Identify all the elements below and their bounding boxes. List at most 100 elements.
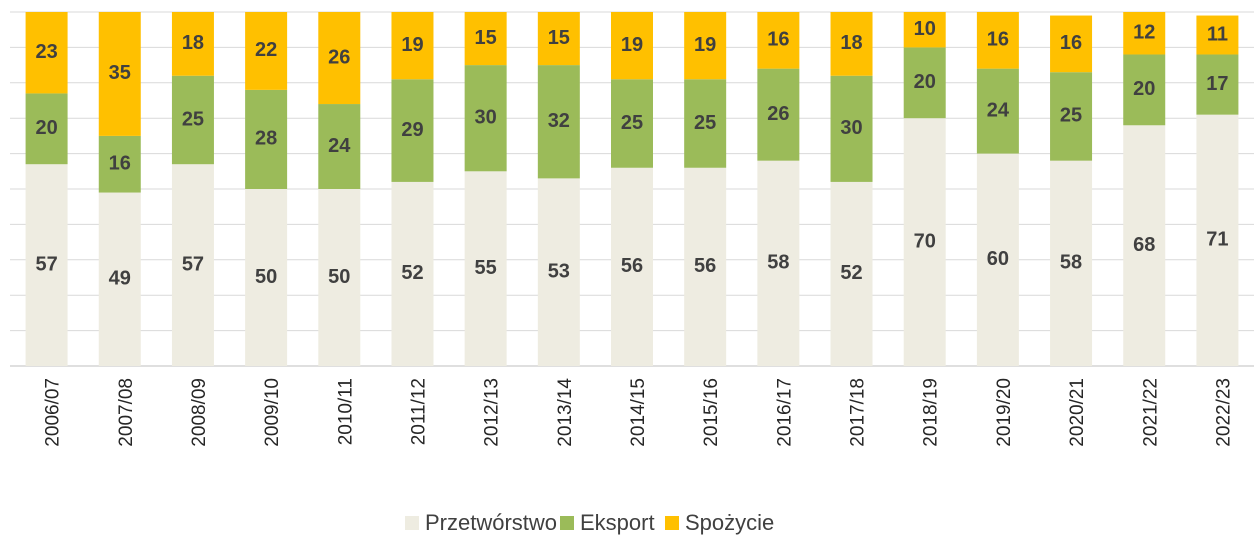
data-label: 19 [401,34,423,56]
bar-segment [98,12,141,136]
data-label: 24 [987,99,1010,121]
bar-segment [830,75,873,182]
bar-segment [464,65,507,172]
bar-segment [1050,72,1093,161]
x-tick-label: 2021/22 [1140,378,1161,447]
data-label: 53 [548,260,570,282]
data-label: 24 [328,135,351,157]
data-label: 60 [987,248,1009,270]
data-label: 25 [182,108,204,130]
bar-segment [25,12,68,94]
data-label: 49 [109,268,131,290]
legend-label: Spożycie [685,510,774,535]
bar-segment [1196,15,1239,55]
bar-segment [684,167,727,366]
data-label: 17 [1206,73,1228,95]
data-label: 22 [255,39,277,61]
bar-segment [245,189,288,366]
bar-segment [611,167,653,366]
x-tick-label: 2008/09 [189,378,210,447]
x-tick-label: 2018/19 [921,378,942,447]
data-label: 56 [694,255,716,277]
data-label: 20 [914,71,936,93]
data-label: 23 [35,41,57,63]
data-label: 20 [1133,78,1155,100]
data-label: 50 [255,266,277,288]
x-tick-label: 2009/10 [262,378,283,447]
data-label: 18 [840,32,862,54]
data-label: 57 [35,253,57,275]
legend-swatch [405,516,419,530]
bar-segment [903,118,946,366]
data-label: 52 [401,262,423,284]
x-tick-label: 2015/16 [701,378,722,447]
data-label: 19 [621,34,643,56]
data-label: 30 [475,106,497,128]
bar-segment [1050,160,1093,366]
bar-segment [1123,12,1166,55]
bar-segment [1123,54,1166,126]
data-label: 16 [109,153,131,175]
data-label: 19 [694,34,716,56]
data-label: 68 [1133,234,1155,256]
bar-segment [1050,15,1093,73]
x-tick-label: 2017/18 [848,378,869,447]
legend-label: Przetwórstwo [425,510,557,535]
data-label: 56 [621,255,643,277]
bar-segment [757,160,800,366]
bar-segment [684,79,727,168]
bar-segment [318,189,361,366]
data-label: 18 [182,32,204,54]
data-label: 15 [475,27,497,49]
data-label: 16 [1060,32,1082,54]
data-label: 70 [914,230,936,252]
data-label: 35 [109,62,131,84]
x-tick-label: 2006/07 [43,378,64,447]
bar-segment [171,75,214,165]
bar-segment [684,12,727,80]
bar-segment [537,178,580,366]
data-label: 16 [767,29,789,51]
bar-segment [537,12,580,66]
bar-segment [318,12,361,105]
x-tick-label: 2011/12 [408,378,429,445]
bar-segment [171,164,214,366]
data-label: 16 [987,29,1009,51]
x-tick-label: 2014/15 [628,378,649,447]
legend-swatch [560,516,574,530]
bar-segment [391,79,434,182]
data-label: 28 [255,128,277,150]
bar-segment [245,89,288,189]
bar-segment [1123,125,1166,366]
bar-segment [757,12,800,69]
bar-segment [830,12,873,76]
data-label: 15 [548,27,570,49]
legend-label: Eksport [580,510,655,535]
bar-segment [976,12,1019,69]
data-label: 50 [328,266,350,288]
data-label: 25 [621,112,643,134]
data-label: 25 [694,112,716,134]
bar-segment [903,12,946,48]
data-label: 57 [182,253,204,275]
data-label: 26 [328,46,350,68]
data-label: 25 [1060,105,1082,127]
data-label: 26 [767,103,789,125]
bar-segment [903,47,946,119]
bar-segment [98,135,141,193]
data-label: 12 [1133,22,1155,44]
x-tick-label: 2020/21 [1067,378,1088,447]
bar-segment [757,68,800,161]
bar-segment [25,164,68,366]
data-label: 20 [35,117,57,139]
bar-segment [1196,54,1239,115]
x-tick-label: 2019/20 [994,378,1015,447]
data-label: 52 [840,262,862,284]
data-label: 58 [767,252,789,274]
data-label: 55 [475,257,497,279]
x-tick-label: 2007/08 [116,378,137,447]
bar-segment [391,12,434,80]
bar-segment [171,12,214,76]
data-label: 71 [1206,229,1228,251]
data-label: 10 [914,18,936,40]
